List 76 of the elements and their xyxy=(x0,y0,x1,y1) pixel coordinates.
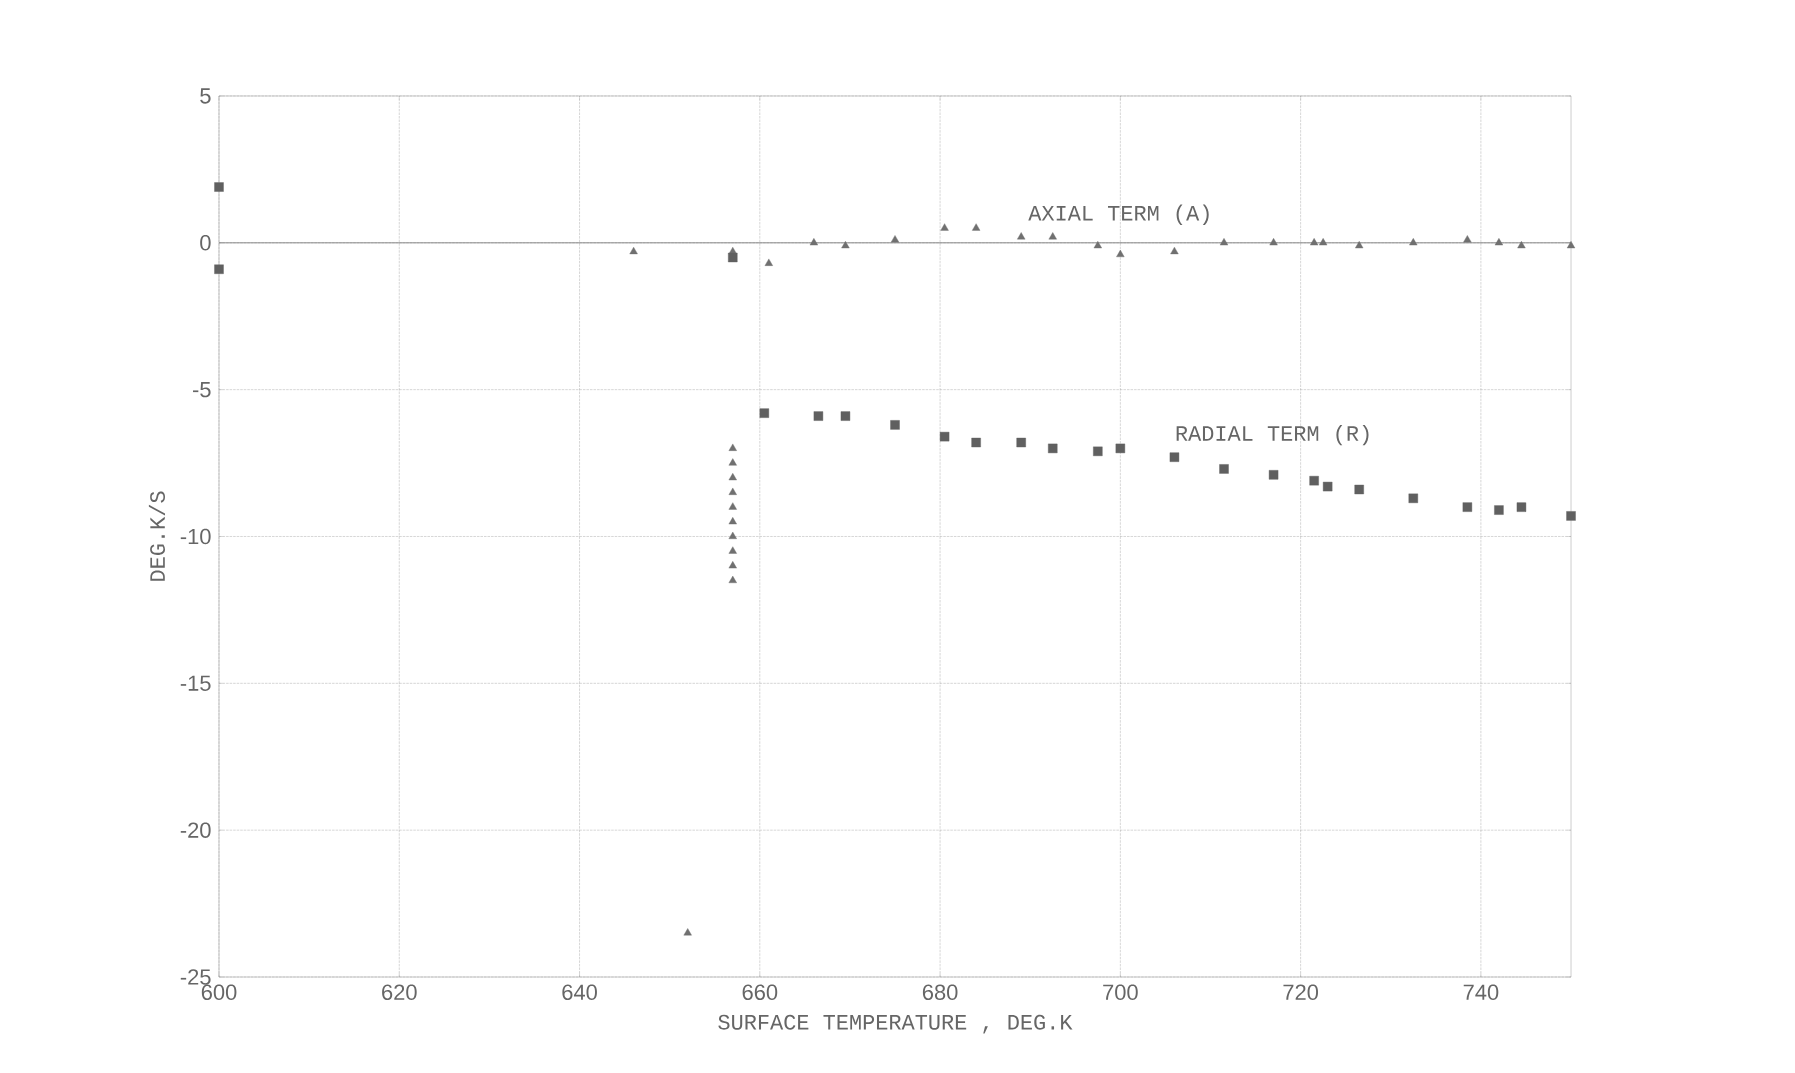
y-tick-label: -25 xyxy=(180,969,211,985)
point xyxy=(728,487,737,495)
point xyxy=(1309,475,1319,486)
point xyxy=(728,443,737,451)
y-tick-label: -5 xyxy=(192,382,211,398)
point xyxy=(1319,238,1328,246)
point xyxy=(728,502,737,510)
point xyxy=(728,531,737,539)
point xyxy=(1516,502,1527,512)
y-axis-title: DEG.K/S xyxy=(148,491,166,581)
y-tick-label: 0 xyxy=(200,235,211,251)
point xyxy=(1017,232,1026,240)
y-tick-label: -10 xyxy=(180,528,211,545)
x-tick-label: 680 xyxy=(922,984,958,1001)
x-tick-label: 700 xyxy=(1103,984,1138,1001)
series-label: AXIAL TERM (A) xyxy=(1028,204,1209,226)
point xyxy=(890,420,900,430)
x-tick-label: 740 xyxy=(1463,984,1499,1001)
point xyxy=(940,223,949,231)
point xyxy=(1116,249,1125,258)
x-tick-label: 720 xyxy=(1283,984,1319,1001)
y-tick-label: -20 xyxy=(180,822,211,838)
point xyxy=(1093,241,1102,249)
point xyxy=(1269,238,1278,246)
point xyxy=(759,408,770,418)
point xyxy=(1494,238,1504,246)
point xyxy=(1048,232,1057,240)
point xyxy=(1170,246,1179,255)
point xyxy=(1093,446,1103,457)
point xyxy=(1463,235,1472,243)
point xyxy=(1169,452,1180,462)
point xyxy=(728,517,737,525)
y-tick-label: 5 xyxy=(200,88,211,104)
point xyxy=(728,575,737,583)
point xyxy=(764,258,773,266)
point xyxy=(1462,502,1473,512)
x-tick-label: 660 xyxy=(742,984,778,1001)
point xyxy=(1517,241,1526,249)
point xyxy=(1048,443,1058,454)
point xyxy=(1409,238,1418,246)
point xyxy=(1219,238,1229,246)
x-tick-label: 640 xyxy=(562,984,597,1001)
point xyxy=(728,561,737,569)
point xyxy=(840,411,851,421)
point xyxy=(813,411,824,421)
point xyxy=(1408,493,1418,504)
point xyxy=(1268,470,1279,480)
point xyxy=(1115,443,1126,454)
point xyxy=(214,264,224,274)
point xyxy=(1219,464,1229,474)
y-tick-label: -15 xyxy=(180,675,211,691)
point xyxy=(939,431,950,442)
x-tick-label: 620 xyxy=(382,984,417,1001)
point xyxy=(728,458,737,466)
point xyxy=(1354,484,1364,495)
point xyxy=(728,473,737,481)
point xyxy=(728,546,737,554)
x-axis-title: SURFACE TEMPERATURE , DEG.K xyxy=(718,1014,1073,1034)
point xyxy=(809,238,818,246)
point xyxy=(683,928,692,936)
point xyxy=(214,182,224,192)
point xyxy=(1494,505,1504,515)
point xyxy=(1310,238,1319,246)
point xyxy=(971,437,981,448)
point xyxy=(1566,241,1576,249)
point xyxy=(972,223,981,231)
series-label: RADIAL TERM (R) xyxy=(1176,424,1369,446)
point xyxy=(1322,481,1333,492)
point xyxy=(1355,241,1364,249)
point xyxy=(629,246,638,255)
point xyxy=(1016,437,1026,448)
point xyxy=(890,235,900,243)
point xyxy=(841,241,850,249)
point xyxy=(728,252,738,263)
x-tick-label: 600 xyxy=(201,984,237,1001)
point xyxy=(1566,511,1576,521)
